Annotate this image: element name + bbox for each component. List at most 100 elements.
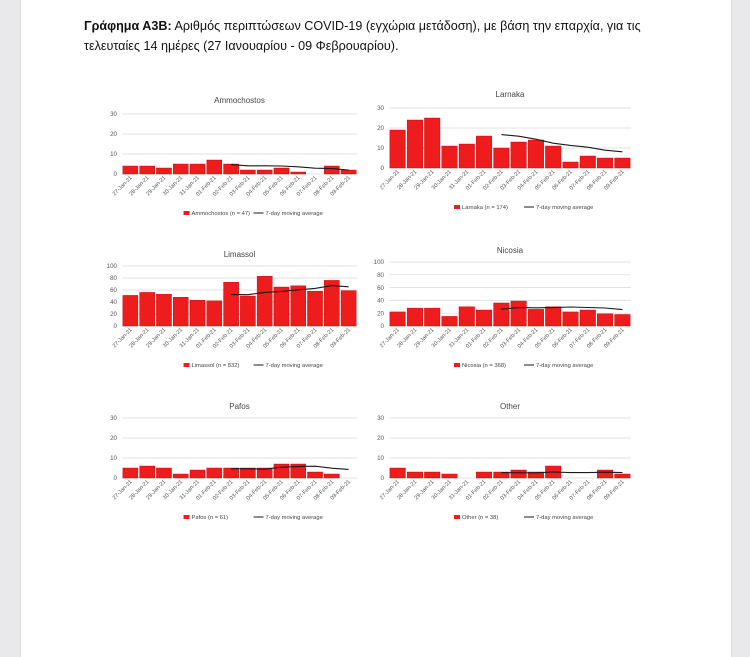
- bar: [189, 300, 206, 327]
- bar: [172, 163, 189, 175]
- bar: [340, 290, 357, 327]
- y-tick-label: 60: [377, 285, 384, 292]
- bar: [290, 171, 307, 175]
- y-tick-label: 100: [107, 263, 118, 270]
- chart-title: Nicosia: [497, 246, 524, 255]
- bar: [122, 295, 139, 327]
- bar: [406, 307, 423, 327]
- bar: [240, 467, 256, 479]
- legend-label-series: Ammochostos (n = 47): [192, 211, 251, 217]
- y-tick-label: 30: [110, 415, 117, 422]
- y-tick-label: 20: [377, 435, 384, 442]
- y-tick-label: 20: [377, 310, 384, 317]
- bar: [441, 473, 458, 479]
- bar: [458, 306, 475, 327]
- legend-swatch-bar: [454, 363, 460, 367]
- legend-label-average: 7-day moving average: [536, 363, 593, 369]
- bar: [597, 313, 614, 327]
- bar: [240, 169, 256, 175]
- chart-nicosia: Nicosia02040608010027-Jan-2128-Jan-2129-…: [374, 246, 631, 369]
- bar: [290, 463, 307, 479]
- y-tick-label: 0: [381, 475, 385, 482]
- moving-average-line: [501, 471, 623, 474]
- legend-label-average: 7-day moving average: [536, 205, 593, 211]
- bar: [389, 129, 406, 169]
- bar: [324, 280, 340, 327]
- bar: [122, 165, 139, 175]
- bar: [122, 467, 139, 479]
- bar: [597, 469, 614, 479]
- y-tick-label: 20: [110, 131, 117, 138]
- bar: [139, 465, 155, 479]
- bar: [189, 469, 206, 479]
- chart-legend: Other (n = 38) 7-day moving average: [454, 515, 593, 521]
- bar: [579, 155, 596, 169]
- chart-other: Other010203027-Jan-2128-Jan-2129-Jan-213…: [377, 402, 631, 521]
- legend-label-average: 7-day moving average: [266, 363, 323, 369]
- bar: [510, 300, 527, 327]
- bar: [458, 143, 475, 169]
- moving-average-line: [501, 306, 623, 311]
- figure-heading: Γράφημα Α3Β: Αριθμός περιπτώσεων COVID-1…: [84, 16, 644, 56]
- bar: [156, 294, 172, 327]
- bar: [614, 473, 631, 479]
- y-tick-label: 80: [377, 272, 384, 279]
- bar: [493, 147, 510, 169]
- bar: [562, 161, 579, 169]
- bar: [441, 145, 458, 169]
- chart-title: Ammochostos: [214, 96, 265, 105]
- legend-label-series: Pafos (n = 61): [192, 515, 229, 521]
- legend-label-average: 7-day moving average: [266, 515, 323, 521]
- bar: [139, 165, 155, 175]
- y-tick-label: 40: [377, 298, 384, 305]
- figure-caption: Αριθμός περιπτώσεων COVID-19 (εγχώρια με…: [84, 19, 641, 53]
- y-tick-label: 20: [377, 125, 384, 132]
- y-tick-label: 0: [114, 171, 118, 178]
- legend-label-average: 7-day moving average: [266, 211, 323, 217]
- figure-label: Γράφημα Α3Β:: [84, 19, 172, 33]
- bar: [273, 463, 290, 479]
- bar: [340, 169, 357, 175]
- y-tick-label: 80: [110, 275, 117, 282]
- chart-legend: Pafos (n = 61) 7-day moving average: [183, 515, 323, 521]
- moving-average-line: [231, 164, 349, 171]
- y-tick-label: 10: [110, 455, 117, 462]
- y-tick-label: 30: [110, 111, 117, 118]
- bar: [223, 282, 239, 327]
- bar: [510, 469, 527, 479]
- bar: [527, 139, 544, 169]
- bar: [290, 285, 307, 327]
- legend-swatch-bar: [183, 211, 190, 215]
- bar: [614, 157, 631, 169]
- bar: [324, 165, 340, 175]
- chart-legend: Nicosia (n = 368) 7-day moving average: [454, 363, 593, 369]
- bar: [256, 467, 273, 479]
- bar: [510, 141, 527, 169]
- bar: [189, 163, 206, 175]
- document-page: [20, 0, 732, 657]
- bar: [206, 467, 223, 479]
- bar: [156, 467, 172, 479]
- bar: [424, 307, 441, 327]
- y-tick-label: 0: [114, 475, 118, 482]
- bar: [324, 473, 340, 479]
- bar: [389, 311, 406, 327]
- moving-average-line: [231, 285, 349, 296]
- chart-legend: Limassol (n = 832) 7-day moving average: [183, 363, 323, 369]
- y-tick-label: 40: [110, 299, 117, 306]
- legend-label-series: Larnaka (n = 174): [462, 205, 508, 211]
- y-tick-label: 0: [114, 323, 118, 330]
- bar: [424, 117, 441, 169]
- bar: [273, 286, 290, 327]
- bar: [493, 302, 510, 327]
- bar: [545, 306, 562, 327]
- chart-legend: Larnaka (n = 174) 7-day moving average: [454, 205, 593, 211]
- chart-limassol: Limassol02040608010027-Jan-2128-Jan-2129…: [107, 250, 357, 369]
- bar: [406, 471, 423, 479]
- legend-label-series: Nicosia (n = 368): [462, 363, 506, 369]
- bar: [307, 471, 323, 479]
- chart-title: Larnaka: [496, 90, 525, 99]
- y-tick-label: 10: [377, 145, 384, 152]
- bar: [562, 311, 579, 327]
- bar: [240, 295, 256, 327]
